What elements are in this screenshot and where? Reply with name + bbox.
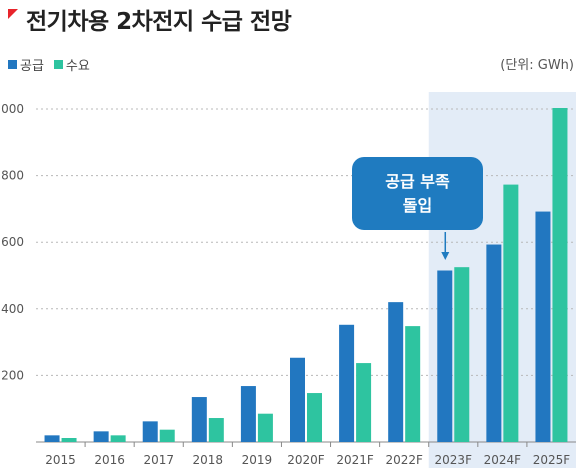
legend-item-supply: 공급 xyxy=(8,55,44,74)
callout-line2: 돌입 xyxy=(402,195,433,215)
unit-label: (단위: GWh) xyxy=(500,58,574,73)
callout-arrow-head xyxy=(441,252,450,260)
bar-demand xyxy=(405,326,421,442)
bar-supply xyxy=(535,211,551,442)
y-tick-label: 600 xyxy=(1,235,24,249)
legend: 공급 수요 xyxy=(8,55,100,74)
bar-demand xyxy=(454,267,470,442)
bar-supply xyxy=(486,244,502,442)
x-tick-label: 2016 xyxy=(94,453,125,467)
x-tick-label: 2017 xyxy=(143,453,174,467)
legend-label-supply: 공급 xyxy=(20,59,44,74)
callout-box: 공급 부족 돌입 xyxy=(352,157,483,230)
x-tick-label: 2021F xyxy=(336,453,374,467)
bar-supply xyxy=(290,357,305,442)
title-accent-mark xyxy=(8,9,18,19)
x-tick-label: 2024F xyxy=(484,453,522,467)
x-tick-label: 2020F xyxy=(287,453,325,467)
legend-swatch-demand xyxy=(53,60,63,69)
legend-label-demand: 수요 xyxy=(65,59,90,74)
bar-demand xyxy=(552,108,568,442)
bar-supply xyxy=(44,435,60,442)
y-tick-label: 200 xyxy=(1,368,24,382)
bar-supply xyxy=(240,386,256,442)
callout-line1: 공급 부족 xyxy=(385,171,450,191)
bar-supply xyxy=(388,302,404,442)
legend-swatch-supply xyxy=(8,60,17,69)
x-tick-label: 2025F xyxy=(533,453,571,467)
x-tick-label: 2022F xyxy=(385,453,423,467)
forecast-highlight-region xyxy=(428,92,576,468)
bar-demand xyxy=(110,435,126,442)
bar-supply xyxy=(191,397,207,442)
bar-supply xyxy=(93,431,109,442)
y-tick-label: ,000 xyxy=(0,102,24,116)
x-tick-label: 2019 xyxy=(242,453,273,467)
y-tick-label: 800 xyxy=(1,169,24,183)
bar-supply xyxy=(142,421,158,442)
bar-supply xyxy=(437,270,453,442)
bar-demand xyxy=(61,438,77,442)
x-tick-label: 2023F xyxy=(435,453,473,467)
bar-supply xyxy=(339,324,355,442)
y-tick-label: 400 xyxy=(1,302,24,316)
bar-demand xyxy=(208,418,224,442)
bar-demand xyxy=(257,413,273,442)
chart-title: 전기차용 2차전지 수급 전망 xyxy=(26,9,292,35)
legend-item-demand: 수요 xyxy=(53,55,90,74)
bar-demand xyxy=(503,184,519,442)
bar-demand xyxy=(159,429,175,442)
x-tick-label: 2018 xyxy=(193,453,224,467)
bar-demand xyxy=(356,363,372,442)
x-tick-label: 2015 xyxy=(45,453,76,467)
bar-demand xyxy=(307,393,322,442)
